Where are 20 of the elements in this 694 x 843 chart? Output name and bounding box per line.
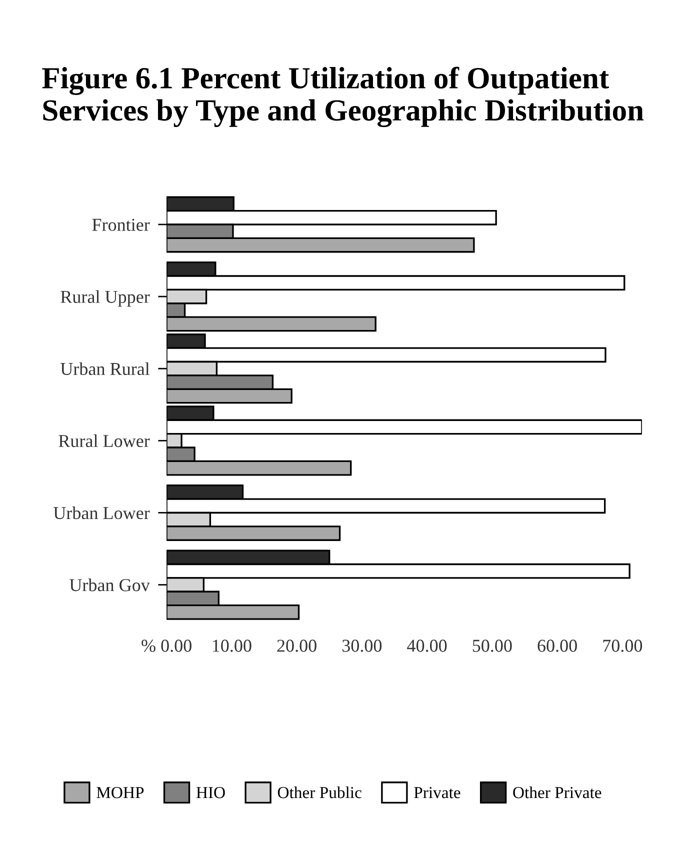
y-tick-label: Frontier [92,218,150,231]
legend-label: Private [414,787,460,798]
x-tick-label: 10.00 [212,640,252,652]
x-tick-label: 40.00 [407,640,447,652]
x-tick-label: % 0.00 [142,640,192,652]
x-tick-label: 60.00 [538,640,577,652]
y-tick-label: Urban Rural [60,362,150,376]
x-tick-label: 30.00 [342,640,382,652]
y-tick-label: Rural Lower [58,434,150,448]
legend-label: HIO [196,787,225,798]
y-tick-label: Urban Gov [70,578,150,592]
x-tick-label: 50.00 [472,640,512,652]
x-tick-label: 70.00 [603,640,642,652]
legend-label: Other Private [513,786,602,798]
chart-title: Figure 6.1 Percent Utilization of Outpatient Services by Type and Geographic Distribution [42,66,644,128]
legend-label: Other Public [278,786,362,798]
x-tick-label: 20.00 [277,640,316,652]
y-tick-label: Rural Upper [60,290,150,307]
legend-label: MOHP [96,787,144,798]
y-tick-label: Urban Lower [54,506,150,520]
